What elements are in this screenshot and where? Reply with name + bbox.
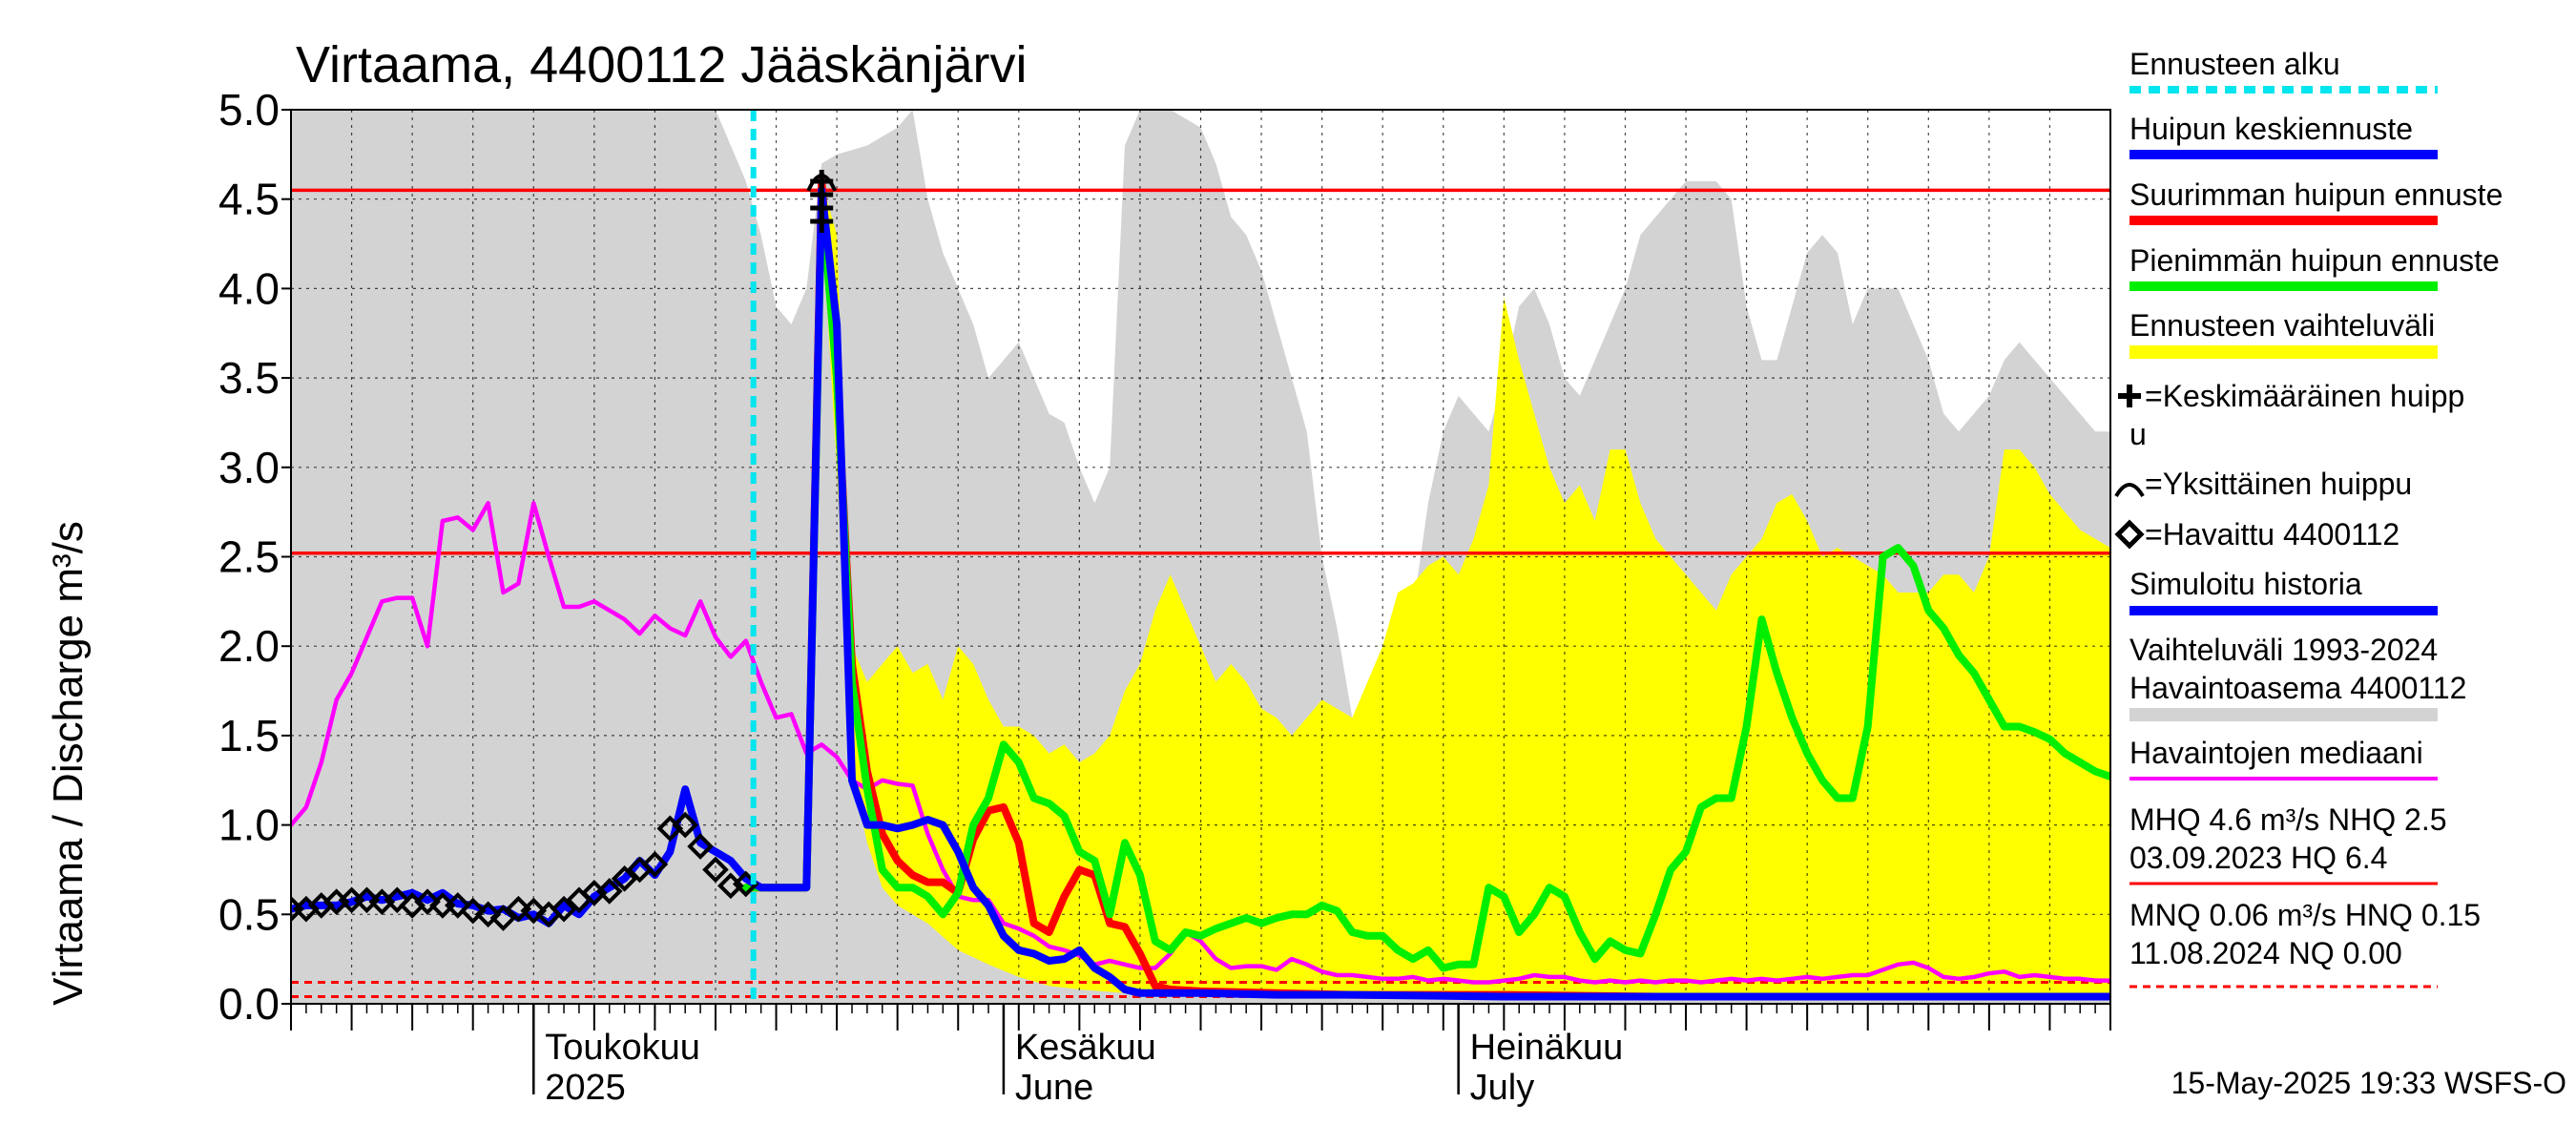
x-month-label-en: June xyxy=(1015,1068,1093,1108)
y-tick-label: 4.5 xyxy=(218,175,280,224)
observed-point xyxy=(353,886,381,914)
legend-observed-label: =Havaittu 4400112 xyxy=(2145,517,2399,552)
observed-point xyxy=(474,901,502,928)
forecast-range-band xyxy=(821,181,2110,997)
timestamp-label: 15-May-2025 19:33 WSFS-O xyxy=(2171,1066,2566,1100)
chart-title: Virtaama, 4400112 Jääskänjärvi xyxy=(296,36,1027,94)
observed-point xyxy=(489,905,517,931)
legend-simulated-label: Simuloitu historia xyxy=(2129,567,2362,601)
legend-max-peak-label: Suurimman huipun ennuste xyxy=(2129,177,2503,212)
legend-mnq-label: MNQ 0.06 m³/s HNQ 0.15 xyxy=(2129,898,2481,932)
y-tick-label: 2.5 xyxy=(218,532,280,582)
legend-mnq-label-2: 11.08.2024 NQ 0.00 xyxy=(2129,936,2402,970)
grid xyxy=(291,110,2110,1004)
legend-min-peak-label: Pienimmän huipun ennuste xyxy=(2129,243,2500,278)
legend-mhq-label-2: 03.09.2023 HQ 6.4 xyxy=(2129,841,2387,875)
observed-point xyxy=(611,864,638,892)
x-month-label-en: 2025 xyxy=(545,1068,626,1108)
legend-forecast-range-label: Ennusteen vaihteluväli xyxy=(2129,308,2435,343)
y-tick-label: 1.0 xyxy=(218,801,280,850)
legend-arc-icon xyxy=(2114,483,2145,498)
plot-area xyxy=(291,110,2110,1004)
y-tick-label: 4.0 xyxy=(218,263,280,313)
median-series xyxy=(291,501,2110,985)
x-month-label-en: July xyxy=(1470,1068,1535,1108)
y-tick-label: 3.0 xyxy=(218,443,280,492)
observed-point xyxy=(687,833,714,860)
min-peak-series xyxy=(741,195,2110,972)
observed-point xyxy=(551,895,577,923)
y-tick-label: 5.0 xyxy=(218,85,280,135)
legend-range-label-2: Havaintoasema 4400112 xyxy=(2129,671,2466,705)
x-month-label: Toukokuu xyxy=(545,1028,700,1068)
y-tick-label: 0.5 xyxy=(218,889,280,939)
legend-diamond-icon xyxy=(2114,519,2145,550)
observed-point xyxy=(672,811,699,839)
observed-point xyxy=(459,897,487,925)
observed-point xyxy=(520,897,548,925)
observed-point xyxy=(384,886,411,914)
x-month-label: Heinäkuu xyxy=(1470,1028,1624,1068)
legend-mean-peak-symbol-label-cont: u xyxy=(2129,417,2147,451)
single-peak-arc xyxy=(806,174,838,192)
legend-forecast-start-label: Ennusteen alku xyxy=(2129,47,2340,81)
observed-point xyxy=(595,878,623,905)
observed-point xyxy=(641,850,669,878)
axes: 0.0 0.5 1.0 1.5 2.0 2.5 3.0 3.5 4.0 4.5 5.0 Toukoku… xyxy=(218,85,2111,1108)
legend-mean-peak-label: Huipun keskiennuste xyxy=(2129,112,2413,146)
observed-point xyxy=(702,856,729,884)
observed-series xyxy=(291,811,759,931)
x-month-label: Kesäkuu xyxy=(1015,1028,1156,1068)
legend-range-label: Vaihteluväli 1993-2024 xyxy=(2129,633,2438,667)
observed-point xyxy=(505,895,532,923)
legend-mean-peak-symbol-label: =Keskimääräinen huipp xyxy=(2145,379,2464,413)
legend-range-swatch xyxy=(2129,708,2438,721)
y-tick-label: 3.5 xyxy=(218,353,280,403)
legend: Ennusteen alku Huipun keskiennuste Suurimm… xyxy=(2114,47,2503,989)
mean-peak-marker xyxy=(806,169,838,233)
y-tick-label: 2.0 xyxy=(218,621,280,671)
observed-point xyxy=(414,888,441,916)
legend-forecast-range-swatch xyxy=(2129,345,2438,359)
y-tick-label: 0.0 xyxy=(218,979,280,1029)
legend-mhq-label: MHQ 4.6 m³/s NHQ 2.5 xyxy=(2129,802,2447,837)
y-axis-label: Virtaama / Discharge m³/s xyxy=(45,521,92,1006)
observed-point xyxy=(444,892,471,919)
y-tick-label: 1.5 xyxy=(218,711,280,760)
legend-median-label: Havaintojen mediaani xyxy=(2129,736,2423,770)
legend-single-peak-label: =Yksittäinen huippu xyxy=(2145,467,2412,501)
mean-peak-series xyxy=(291,186,2110,1001)
